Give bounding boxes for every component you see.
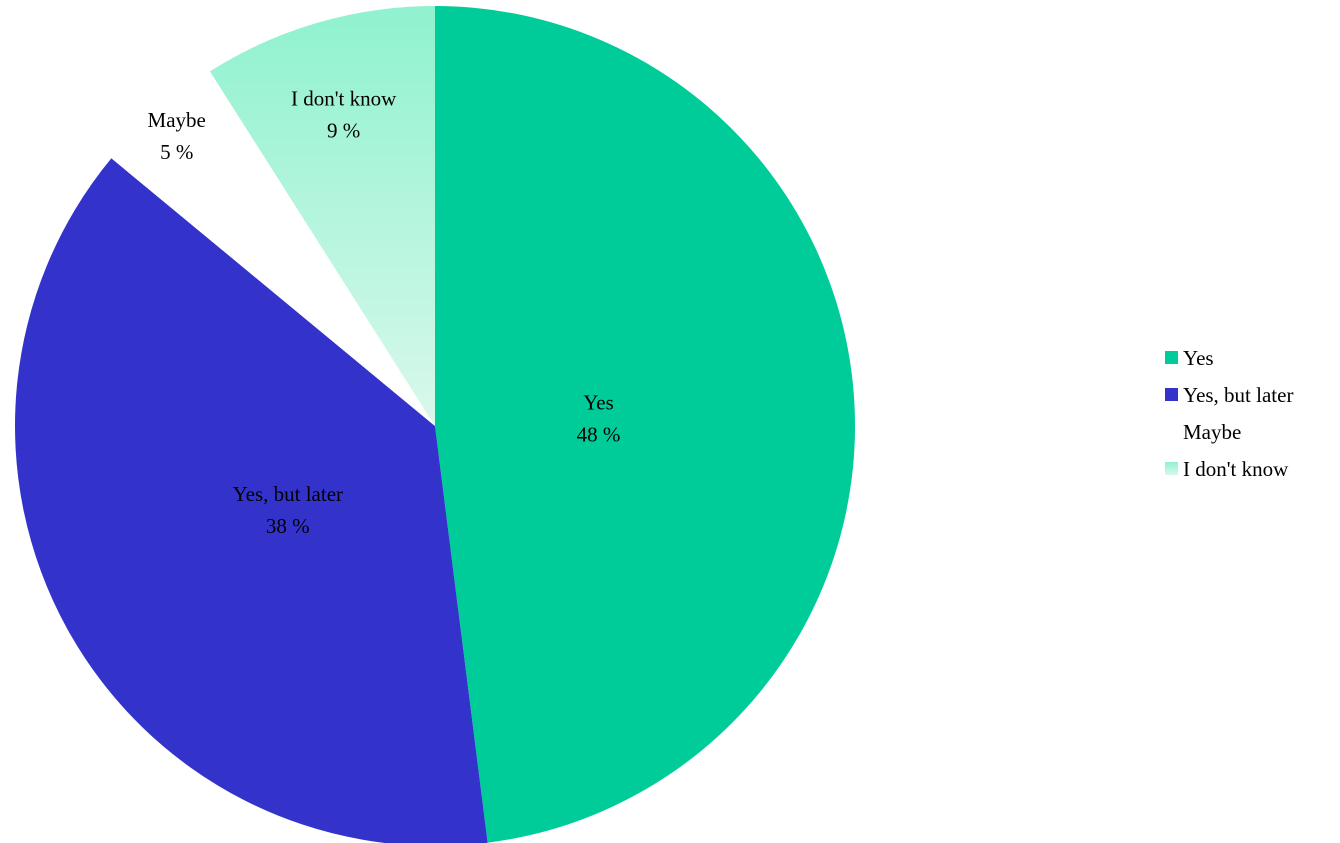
pie-slice-i-don-t-know	[209, 5, 435, 426]
slice-label-maybe: Maybe	[148, 108, 206, 132]
legend-swatch-maybe	[1165, 425, 1178, 438]
slice-label-i-don-t-know: I don't know	[291, 86, 397, 110]
legend: Yes Yes, but later Maybe I don't know	[1165, 346, 1293, 481]
legend-swatch-yes-but-later	[1165, 388, 1178, 401]
slice-label-yes-but-later: Yes, but later	[233, 482, 343, 506]
slice-value-i-don-t-know: 9 %	[327, 118, 360, 142]
legend-label-i-don-t-know: I don't know	[1183, 457, 1289, 481]
pie-slice-labels: Yes 48 % Yes, but later 38 % Maybe 5 % I don't…	[148, 86, 621, 538]
legend-label-yes-but-later: Yes, but later	[1183, 383, 1293, 407]
legend-label-maybe: Maybe	[1183, 420, 1241, 444]
legend-swatch-yes	[1165, 351, 1178, 364]
slice-value-yes-but-later: 38 %	[266, 514, 310, 538]
slice-label-yes: Yes	[583, 391, 614, 415]
pie-slice-yes-but-later	[14, 158, 488, 843]
pie-slices	[14, 5, 856, 843]
pie-slice-maybe	[111, 71, 435, 426]
pie-slice-yes	[435, 5, 856, 843]
slice-value-maybe: 5 %	[160, 140, 193, 164]
slice-value-yes: 48 %	[577, 423, 621, 447]
legend-label-yes: Yes	[1183, 346, 1214, 370]
legend-swatch-i-don-t-know	[1165, 462, 1178, 475]
